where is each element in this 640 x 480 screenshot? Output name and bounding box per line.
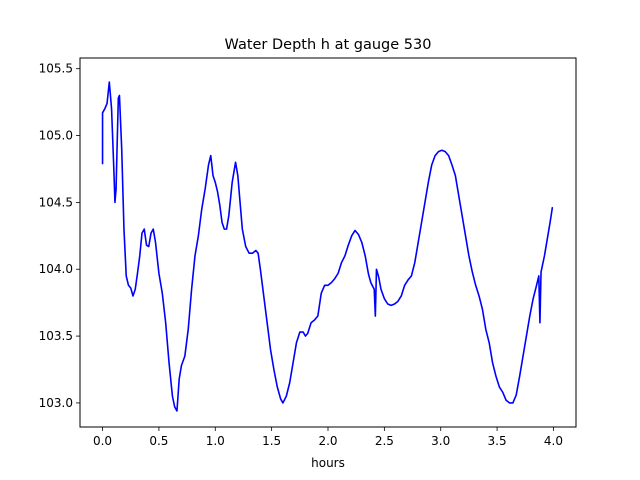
y-tick-label: 103.5	[39, 329, 73, 343]
y-tick-label: 105.5	[39, 62, 73, 76]
x-tick-label: 0.0	[93, 434, 112, 448]
y-tick-label: 105.0	[39, 129, 73, 143]
x-tick-label: 2.0	[318, 434, 337, 448]
y-tick-label: 103.0	[39, 396, 73, 410]
plot-area	[80, 58, 576, 427]
series-group	[101, 81, 554, 412]
x-axis-label: hours	[311, 456, 345, 470]
y-tick-label: 104.0	[39, 262, 73, 276]
x-tick-label: 3.5	[488, 434, 507, 448]
x-axis: 0.0 0.5 1.0 1.5 2.0 2.5 3.0 3.5 4.0	[93, 427, 563, 448]
chart-title: Water Depth h at gauge 530	[225, 37, 432, 53]
series-line-water-depth	[101, 81, 554, 412]
x-tick-label: 1.5	[262, 434, 281, 448]
x-tick-label: 1.0	[206, 434, 225, 448]
y-tick-label: 104.5	[39, 195, 73, 209]
x-tick-label: 4.0	[544, 434, 563, 448]
x-tick-label: 2.5	[375, 434, 394, 448]
y-axis: 103.0 103.5 104.0 104.5 105.0 105.5	[39, 62, 80, 410]
x-tick-label: 0.5	[149, 434, 168, 448]
x-tick-label: 3.0	[431, 434, 450, 448]
